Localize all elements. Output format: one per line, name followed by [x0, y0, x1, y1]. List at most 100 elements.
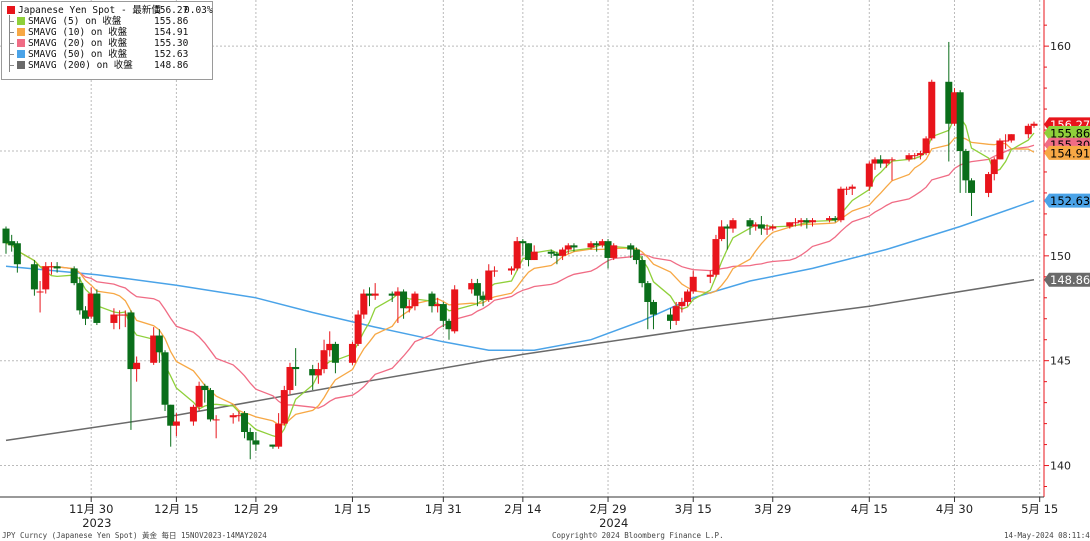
sma5-path — [5, 116, 1035, 439]
candle-body — [803, 220, 811, 223]
candle — [985, 171, 993, 198]
candle-body — [746, 220, 754, 227]
candle-body — [331, 343, 339, 363]
candle-body — [490, 270, 498, 272]
candle — [990, 157, 998, 181]
candle-body — [275, 423, 283, 447]
candle-body — [928, 81, 936, 139]
candle — [47, 262, 55, 275]
candle-body — [428, 293, 436, 307]
candle-body — [326, 343, 334, 351]
candle-body — [990, 159, 998, 175]
candle-body — [82, 310, 90, 319]
candle — [882, 159, 890, 168]
candle-body — [598, 241, 606, 246]
candle-body — [877, 159, 885, 164]
candle-body — [871, 159, 879, 164]
candle-body — [286, 366, 294, 391]
candle-body — [47, 266, 55, 268]
legend-value-sma10: 154.91 — [154, 27, 189, 38]
year-label: 2024 — [599, 516, 628, 530]
candle-body — [786, 222, 794, 227]
time-tick-label: 5月 15 — [1021, 502, 1058, 516]
candle-body — [434, 304, 442, 307]
candle — [928, 79, 936, 141]
candle-body — [996, 140, 1004, 160]
candle — [547, 249, 555, 258]
price-flag: 155.86 — [1044, 125, 1090, 140]
candle — [638, 255, 646, 288]
time-tick-label: 3月 15 — [675, 502, 712, 516]
footer-copyright: Copyright© 2024 Bloomberg Finance L.P. — [552, 531, 724, 540]
candle-body — [269, 444, 277, 447]
candle — [161, 350, 169, 412]
time-tick-label: 4月 30 — [936, 502, 973, 516]
legend-tick — [9, 21, 14, 22]
candle-body — [547, 251, 555, 254]
price-flag-label: 154.91 — [1050, 146, 1090, 160]
sma200-line — [5, 278, 1035, 442]
candle-body — [968, 180, 976, 193]
candle — [996, 138, 1004, 160]
legend-name-sma20: SMAVG (20) on 收盤 — [28, 38, 128, 49]
candle-body — [485, 270, 493, 300]
legend: Japanese Yen Spot - 最新價 156.27 0.03% SMA… — [1, 1, 213, 80]
candle — [229, 413, 237, 424]
legend-value-main: 156.27 — [154, 5, 189, 16]
candle — [400, 289, 408, 319]
candle-body — [763, 228, 771, 230]
candle-body — [564, 245, 572, 250]
candle — [1030, 121, 1038, 128]
candle — [553, 251, 561, 265]
price-tick-label: 140 — [1050, 460, 1071, 473]
candle — [769, 224, 777, 231]
candle — [155, 329, 163, 363]
candle — [70, 266, 78, 286]
candle-body — [888, 159, 896, 161]
candle — [1002, 134, 1010, 149]
legend-value-sma200: 148.86 — [154, 60, 189, 71]
candle — [292, 348, 300, 386]
candle — [8, 234, 16, 252]
candle-body — [530, 251, 538, 261]
footer-timestamp: 14-May-2024 08:11:46 — [1004, 531, 1090, 540]
legend-name-sma200: SMAVG (200) on 收盤 — [28, 60, 133, 71]
candle-body — [689, 276, 697, 292]
legend-value-sma5: 155.86 — [154, 16, 189, 27]
candle — [201, 383, 209, 403]
candle-body — [831, 218, 839, 221]
candle — [797, 218, 805, 227]
candle — [314, 362, 322, 384]
candle — [570, 243, 578, 252]
candlesticks — [2, 41, 1038, 460]
candle — [428, 291, 436, 313]
legend-swatch-main — [7, 6, 15, 14]
candle — [434, 297, 442, 313]
legend-swatch-sma10 — [17, 28, 25, 36]
time-tick-label: 2月 29 — [589, 502, 626, 516]
candle — [309, 364, 317, 391]
time-tick-label: 11月 30 — [69, 502, 113, 516]
candle — [110, 308, 118, 330]
candle — [678, 297, 686, 313]
candle — [746, 218, 754, 235]
price-flag-label: 152.63 — [1050, 194, 1090, 208]
candle — [718, 220, 726, 242]
price-flag-label: 155.86 — [1050, 126, 1090, 140]
candle — [189, 404, 197, 426]
candle-body — [314, 369, 322, 376]
legend-name-sma10: SMAVG (10) on 收盤 — [28, 27, 128, 38]
candle — [968, 178, 976, 216]
candle — [411, 291, 419, 311]
candle-body — [172, 421, 180, 426]
candle-body — [320, 350, 328, 370]
candle — [905, 153, 913, 162]
time-tick-label: 12月 29 — [234, 502, 278, 516]
candle-body — [837, 188, 845, 221]
candle-body — [553, 253, 561, 256]
candle-body — [627, 245, 635, 250]
candle-body — [911, 155, 919, 157]
sma10-line — [5, 136, 1035, 426]
